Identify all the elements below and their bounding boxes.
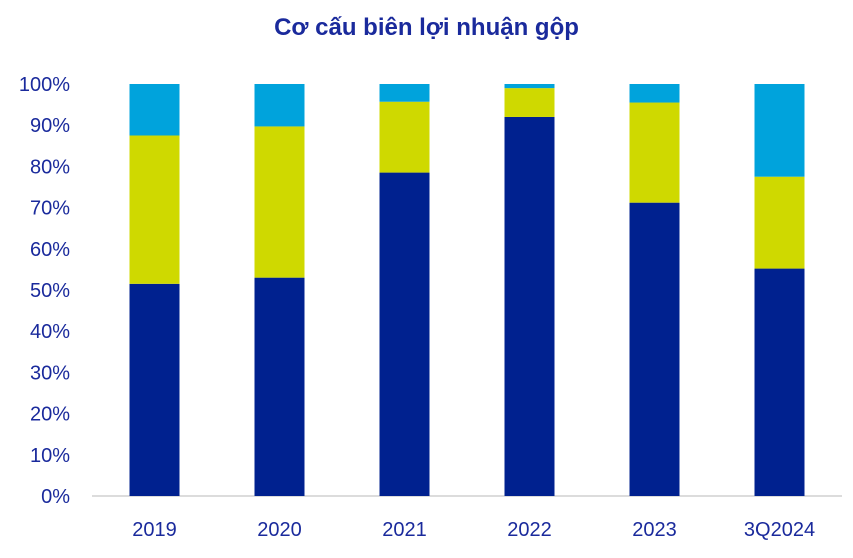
y-axis: 0% 10% 20% 30% 40% 50% 60% 70% 80% 90% 100% xyxy=(19,74,70,508)
y-tick-label: 70% xyxy=(30,198,70,220)
x-tick-label: 2020 xyxy=(257,519,302,541)
bar-segment-top-2019 xyxy=(129,84,180,136)
bar-segment-top-2023 xyxy=(629,84,680,103)
x-tick-label: 2022 xyxy=(507,519,552,541)
bar-segment-middle-2020 xyxy=(254,126,305,278)
bars-group xyxy=(129,84,805,497)
bar-segment-middle-2023 xyxy=(629,102,680,203)
bar-segment-bottom-2019 xyxy=(129,283,180,496)
y-tick-label: 10% xyxy=(30,445,70,467)
x-tick-label: 2023 xyxy=(632,519,677,541)
bar-segment-bottom-2023 xyxy=(629,202,680,496)
y-tick-label: 30% xyxy=(30,362,70,384)
x-tick-label: 2021 xyxy=(382,519,427,541)
x-tick-label: 3Q2024 xyxy=(744,519,815,541)
bar-segment-bottom-2021 xyxy=(379,172,430,496)
bar-segment-top-2020 xyxy=(254,84,305,127)
y-tick-label: 60% xyxy=(30,239,70,261)
y-tick-label: 20% xyxy=(30,404,70,426)
bar-segment-bottom-2020 xyxy=(254,277,305,496)
bar-segment-bottom-2022 xyxy=(504,116,555,497)
x-axis: 2019 2020 2021 2022 2023 3Q2024 xyxy=(132,519,815,541)
bar-segment-top-2022 xyxy=(504,84,555,89)
bar-segment-bottom-3Q2024 xyxy=(754,268,805,496)
y-tick-label: 90% xyxy=(30,115,70,137)
x-tick-label: 2019 xyxy=(132,519,177,541)
y-tick-label: 40% xyxy=(30,321,70,343)
y-tick-label: 50% xyxy=(30,280,70,302)
y-tick-label: 0% xyxy=(41,486,70,508)
bar-segment-middle-2021 xyxy=(379,101,430,173)
y-tick-label: 80% xyxy=(30,156,70,178)
bar-segment-middle-3Q2024 xyxy=(754,176,805,269)
chart-title: Cơ cấu biên lợi nhuận gộp xyxy=(274,14,579,41)
bar-segment-top-2021 xyxy=(379,84,430,102)
bar-segment-top-3Q2024 xyxy=(754,84,805,177)
y-tick-label: 100% xyxy=(19,74,70,96)
bar-segment-middle-2019 xyxy=(129,135,180,284)
bar-segment-middle-2022 xyxy=(504,88,555,117)
